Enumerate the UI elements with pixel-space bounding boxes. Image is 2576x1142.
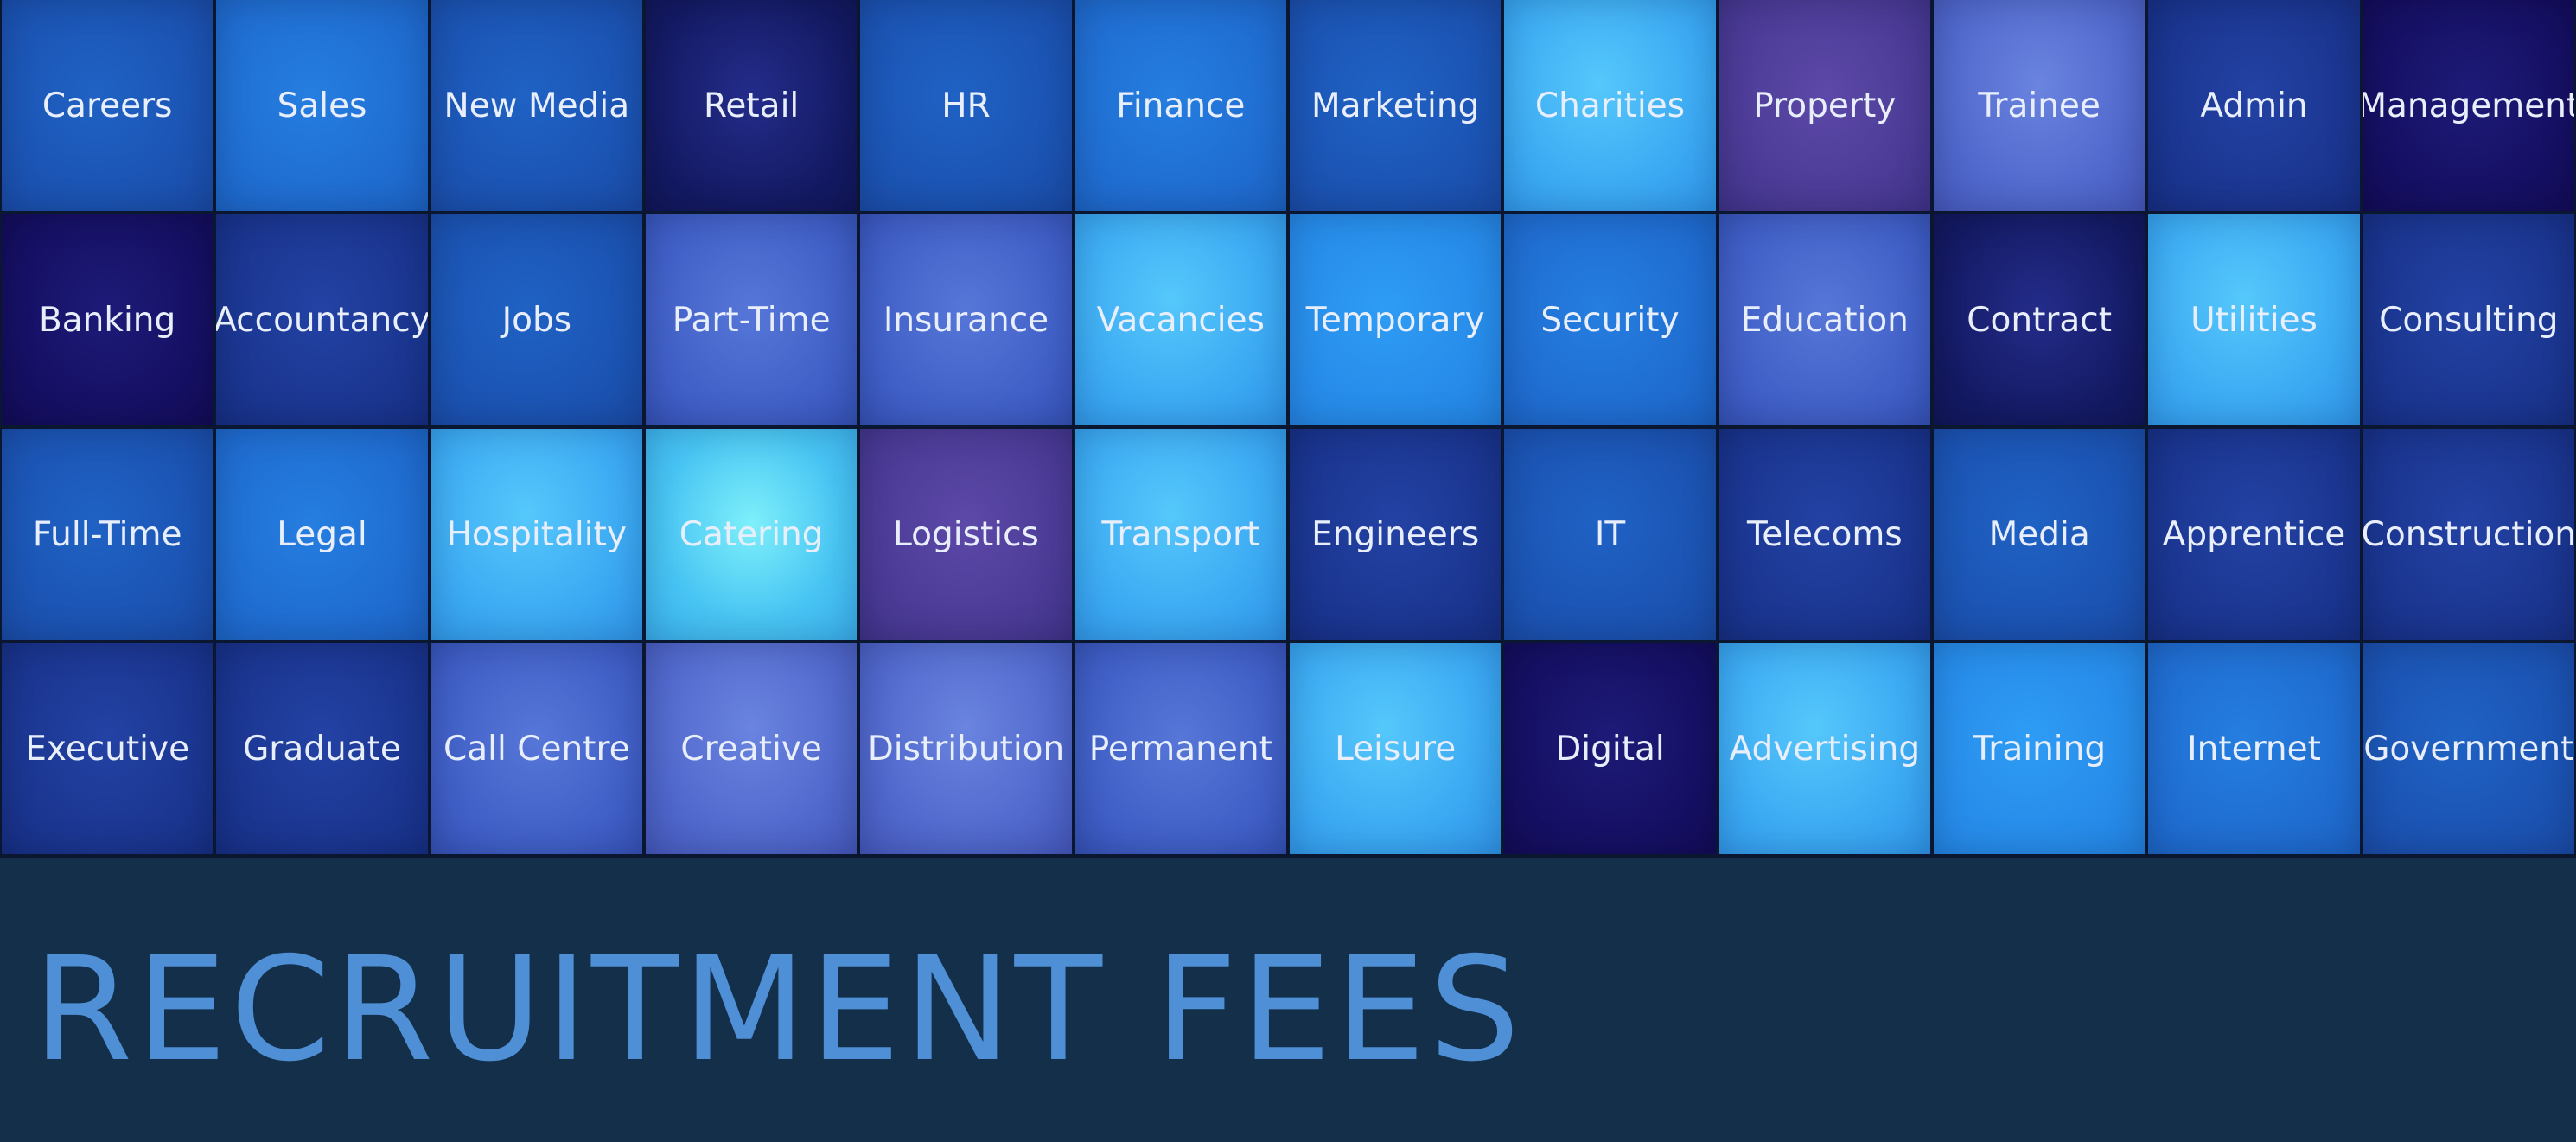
category-tile: New Media: [430, 0, 642, 211]
category-tile-label: Careers: [41, 86, 173, 125]
category-tile-label: Leisure: [1335, 729, 1457, 769]
category-tile: Leisure: [1289, 643, 1502, 854]
category-tile: Engineers: [1289, 429, 1502, 640]
category-tile-label: Jobs: [501, 300, 572, 340]
category-tile-label: Distribution: [867, 729, 1065, 769]
category-tile-label: Advertising: [1729, 729, 1921, 769]
category-tile-label: Sales: [277, 86, 367, 125]
category-tile-label: Charities: [1534, 86, 1686, 125]
category-tile-label: Executive: [25, 729, 190, 769]
category-tile: Management: [2362, 0, 2574, 211]
category-tile-label: Security: [1540, 300, 1680, 340]
category-tile: Part-Time: [645, 214, 858, 425]
category-tile: Temporary: [1289, 214, 1502, 425]
category-tile-label: Admin: [2200, 86, 2308, 125]
category-tile: Internet: [2148, 643, 2360, 854]
category-tile-label: Training: [1973, 729, 2107, 769]
category-tile-label: Utilities: [2190, 300, 2318, 340]
category-tile-label: Finance: [1116, 86, 1246, 125]
category-tile: Charities: [1504, 0, 1716, 211]
category-tile: Security: [1504, 214, 1716, 425]
category-tile: Trainee: [1933, 0, 2146, 211]
category-tile-label: IT: [1594, 514, 1626, 554]
category-tile: Permanent: [1074, 643, 1286, 854]
category-tile: Finance: [1074, 0, 1286, 211]
category-tile: Education: [1718, 214, 1930, 425]
category-tile-label: Education: [1740, 300, 1909, 340]
category-tile: Careers: [2, 0, 214, 211]
category-tile: Retail: [645, 0, 858, 211]
category-tile-label: Consulting: [2379, 300, 2559, 340]
category-tile-label: Marketing: [1310, 86, 1480, 125]
category-tile: Banking: [2, 214, 214, 425]
category-tile: Telecoms: [1718, 429, 1930, 640]
category-tile-label: Vacancies: [1096, 300, 1265, 340]
category-tile-label: Insurance: [883, 300, 1049, 340]
category-tile-label: Media: [1988, 514, 2090, 554]
category-tile-label: Banking: [39, 300, 176, 340]
category-tile: Consulting: [2362, 214, 2574, 425]
category-tile: Hospitality: [430, 429, 642, 640]
category-tile-label: Part-Time: [672, 300, 831, 340]
category-tile: Vacancies: [1074, 214, 1286, 425]
category-tile-label: Management: [2362, 86, 2574, 125]
category-tile-label: Call Centre: [443, 729, 630, 769]
category-tile: Legal: [216, 429, 428, 640]
category-tile-label: Full-Time: [32, 514, 182, 554]
category-tile-label: Temporary: [1305, 300, 1485, 340]
banner-headline: RECRUITMENT FEES: [33, 927, 1524, 1094]
category-tile: Call Centre: [430, 643, 642, 854]
category-tile-label: Property: [1753, 86, 1897, 125]
category-tile: Government: [2362, 643, 2574, 854]
category-tile: Digital: [1504, 643, 1716, 854]
category-tile-label: Trainee: [1978, 86, 2101, 125]
category-tile: Distribution: [860, 643, 1072, 854]
category-tile: Contract: [1933, 214, 2146, 425]
category-tile: Graduate: [216, 643, 428, 854]
category-tile-label: New Media: [443, 86, 630, 125]
category-tile-label: Contract: [1967, 300, 2113, 340]
category-tile-label: Government: [2363, 729, 2574, 769]
category-tile: Executive: [2, 643, 214, 854]
category-tile-label: Hospitality: [446, 514, 627, 554]
category-tile: Logistics: [860, 429, 1072, 640]
category-tile-label: Construction: [2362, 514, 2574, 554]
category-tile: Admin: [2148, 0, 2360, 211]
category-tile-label: Permanent: [1088, 729, 1272, 769]
category-tile-label: Digital: [1555, 729, 1665, 769]
job-category-tile-grid: Careers Sales New Media Retail HR Finance Mark…: [0, 0, 2576, 858]
category-tile: Jobs: [430, 214, 642, 425]
category-tile: Marketing: [1289, 0, 1502, 211]
category-tile-label: HR: [941, 86, 991, 125]
category-tile: Catering: [645, 429, 858, 640]
category-tile: Accountancy: [216, 214, 428, 425]
category-tile: IT: [1504, 429, 1716, 640]
category-tile-label: Transport: [1101, 514, 1260, 554]
category-tile: Transport: [1074, 429, 1286, 640]
category-tile-label: Catering: [679, 514, 824, 554]
category-tile-label: Internet: [2187, 729, 2321, 769]
category-tile-label: Accountancy: [216, 300, 428, 340]
category-tile-label: Apprentice: [2162, 514, 2346, 554]
category-tile: Construction: [2362, 429, 2574, 640]
category-tile-label: Logistics: [893, 514, 1039, 554]
category-tile-label: Legal: [277, 514, 367, 554]
category-tile: Media: [1933, 429, 2146, 640]
category-tile-label: Retail: [704, 86, 800, 125]
category-tile: Advertising: [1718, 643, 1930, 854]
category-tile: Training: [1933, 643, 2146, 854]
category-tile-label: Telecoms: [1747, 514, 1903, 554]
category-tile: Property: [1718, 0, 1930, 211]
category-tile: Creative: [645, 643, 858, 854]
category-tile: Sales: [216, 0, 428, 211]
category-tile: Utilities: [2148, 214, 2360, 425]
category-tile: HR: [860, 0, 1072, 211]
category-tile-label: Graduate: [243, 729, 401, 769]
category-tile-label: Engineers: [1311, 514, 1480, 554]
category-tile: Full-Time: [2, 429, 214, 640]
category-tile-label: Creative: [680, 729, 822, 769]
category-tile: Insurance: [860, 214, 1072, 425]
category-tile: Apprentice: [2148, 429, 2360, 640]
